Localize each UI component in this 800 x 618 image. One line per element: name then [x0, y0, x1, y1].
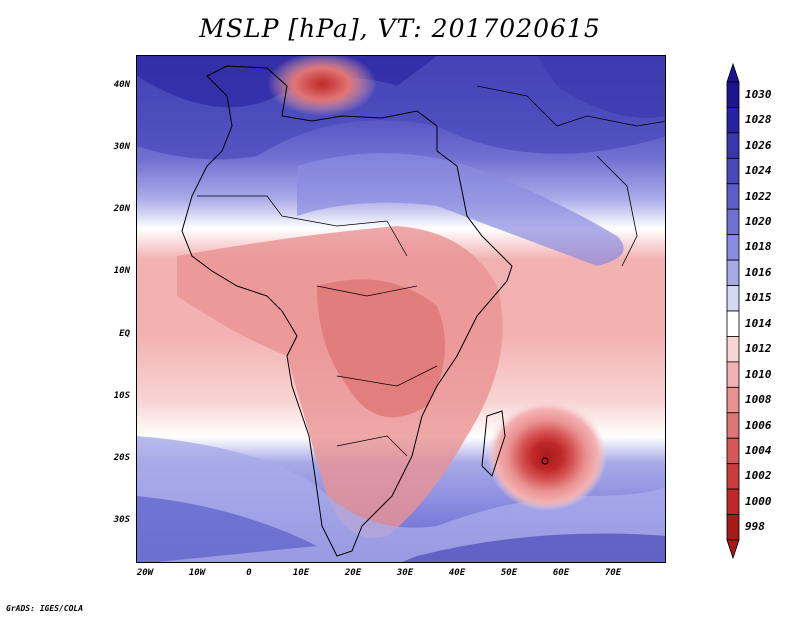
lon-label: 0 [246, 568, 252, 578]
colorbar-swatch [726, 234, 740, 261]
map-panel[interactable] [136, 55, 666, 563]
map-title: MSLP [hPa], VT: 2017020615 [199, 14, 601, 43]
colorbar-swatch [726, 107, 740, 134]
colorbar-swatch [726, 488, 740, 515]
lat-label: 30S [113, 515, 130, 525]
colorbar-swatch [726, 514, 740, 541]
colorbar-label: 1012 [745, 342, 772, 356]
credit-text: GrADS: IGES/COLA [6, 604, 84, 613]
lat-label: 30N [113, 142, 130, 152]
lon-label: 20W [136, 568, 154, 578]
lon-label: 10W [188, 568, 206, 578]
colorbar-label: 1030 [745, 87, 772, 101]
lat-label: 10S [113, 391, 130, 401]
colorbar-label: 1026 [745, 138, 772, 152]
lon-label: 60E [552, 568, 570, 578]
lon-label: 40E [448, 568, 466, 578]
lat-label: 10N [113, 266, 130, 276]
colorbar [726, 62, 740, 560]
colorbar-label: 1006 [745, 418, 772, 432]
colorbar-swatch [726, 157, 740, 185]
lat-label: EQ [119, 329, 130, 339]
mslp-field [137, 56, 665, 562]
colorbar-swatch [726, 463, 740, 490]
colorbar-label: 1018 [745, 240, 772, 254]
lon-label: 70E [604, 568, 622, 578]
colorbar-label: 1015 [745, 291, 772, 305]
colorbar-label: 1004 [745, 443, 772, 457]
lon-label: 30E [396, 568, 414, 578]
colorbar-swatch [726, 81, 740, 108]
colorbar-swatch [726, 386, 740, 414]
colorbar-swatch [726, 208, 740, 236]
colorbar-label: 1010 [745, 367, 772, 381]
colorbar-label: 1014 [745, 316, 772, 330]
colorbar-label: 998 [745, 520, 765, 534]
colorbar-label: 1024 [745, 164, 772, 178]
lat-label: 20S [113, 453, 130, 463]
lon-label: 50E [500, 568, 518, 578]
colorbar-swatch [726, 132, 740, 159]
colorbar-top-arrow [726, 62, 740, 83]
colorbar-label: 1016 [745, 265, 772, 279]
lat-label: 20N [113, 204, 130, 214]
lat-label: 40N [113, 80, 130, 90]
colorbar-label: 1022 [745, 189, 772, 203]
colorbar-swatch [726, 361, 740, 388]
colorbar-swatch [726, 285, 740, 312]
colorbar-swatch [726, 259, 740, 286]
colorbar-label: 1020 [745, 214, 772, 228]
colorbar-swatch [726, 183, 740, 210]
lon-label: 10E [292, 568, 310, 578]
lon-label: 20E [344, 568, 362, 578]
colorbar-swatch [726, 336, 740, 363]
colorbar-label: 1028 [745, 113, 772, 127]
colorbar-swatch [726, 310, 740, 337]
colorbar-label: 1008 [745, 393, 772, 407]
colorbar-label: 1000 [745, 494, 772, 508]
colorbar-swatch [726, 437, 740, 465]
colorbar-bottom-arrow [726, 539, 740, 560]
colorbar-swatch [726, 412, 740, 439]
colorbar-label: 1002 [745, 469, 772, 483]
